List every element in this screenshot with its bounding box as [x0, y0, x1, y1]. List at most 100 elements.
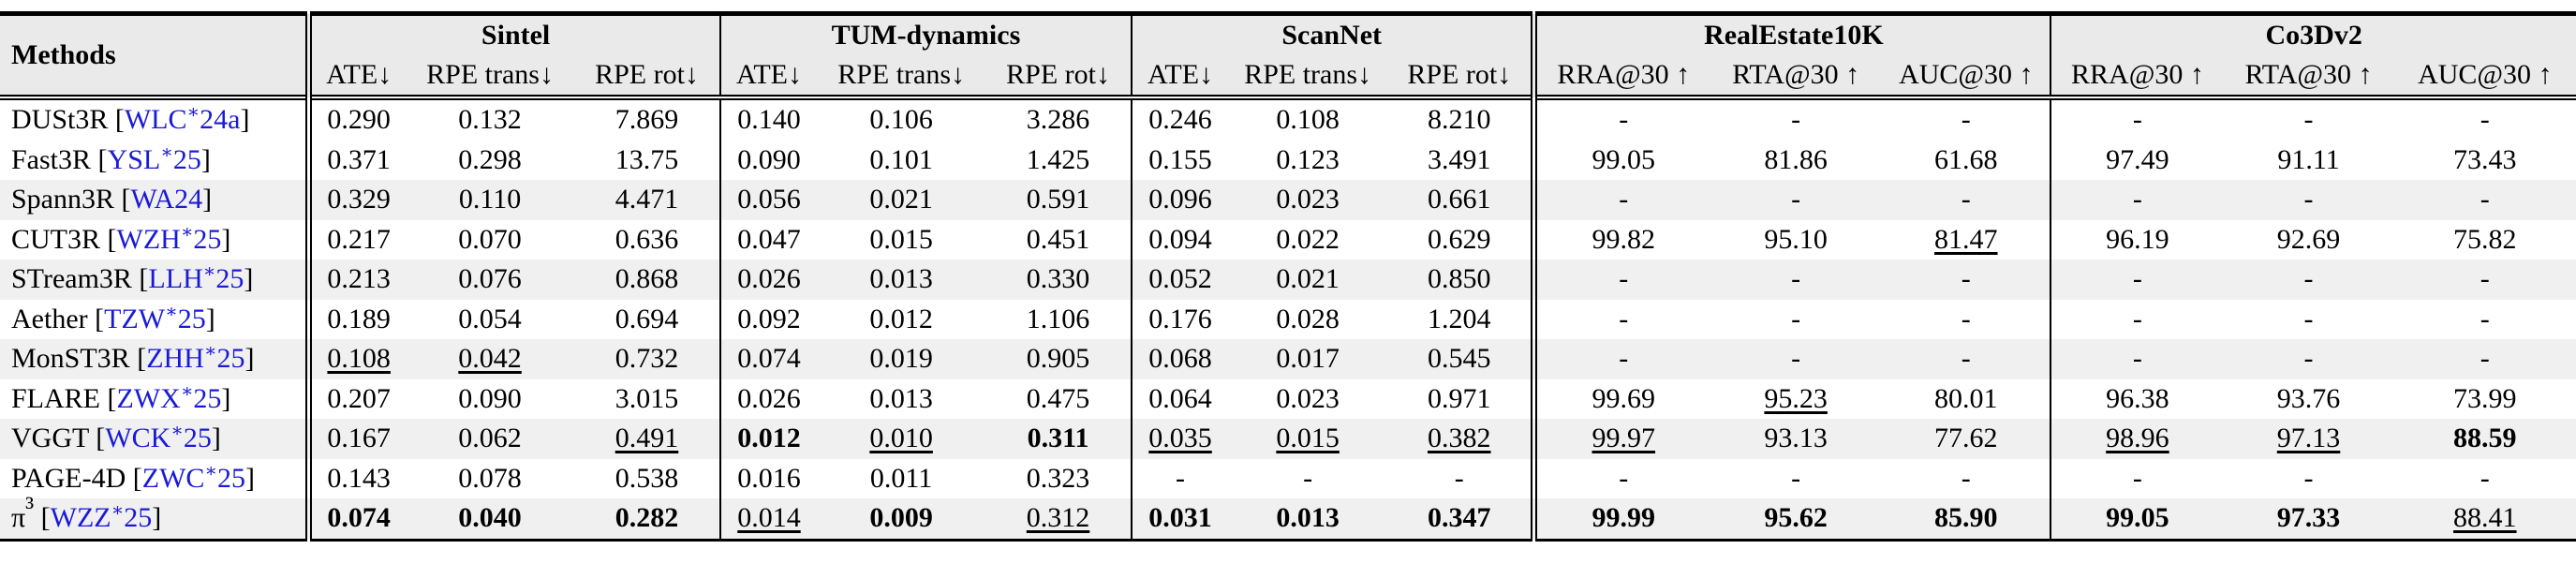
value: 1.425: [1026, 143, 1090, 175]
value-cell: -: [2224, 260, 2394, 300]
method-cell: MonST3R [ZHH∗25]: [0, 339, 309, 379]
value-cell: 0.143: [305, 458, 407, 498]
citation[interactable]: [TZW∗25]: [95, 301, 215, 334]
value: 0.347: [1428, 502, 1491, 534]
citation[interactable]: [WA24]: [121, 184, 213, 215]
value-cell: -: [1531, 299, 1710, 339]
value: 75.82: [2453, 223, 2517, 255]
value-cell: 0.132: [406, 97, 574, 141]
citation[interactable]: [ZWC∗25]: [132, 460, 255, 494]
method-name: STream3R: [11, 263, 132, 295]
value-cell: 0.094: [1130, 219, 1229, 260]
value-cell: -: [1531, 260, 1710, 300]
value: 99.05: [2106, 502, 2169, 534]
table-row: FLARE [ZWX∗25] 0.207 0.090 3.015 0.026 0.013 0…: [0, 378, 2576, 420]
value-cell: 97.49: [2050, 140, 2224, 180]
value-cell: 88.59: [2394, 419, 2576, 459]
value-cell: 0.189: [305, 299, 407, 339]
value-cell: 0.475: [985, 379, 1132, 420]
value: 0.636: [614, 223, 679, 255]
value: 0.110: [458, 184, 522, 215]
citation[interactable]: [ZWX∗25]: [107, 380, 231, 414]
value: 93.13: [1764, 423, 1828, 454]
citation[interactable]: [WCK∗25]: [96, 421, 221, 454]
value-cell: -: [2394, 260, 2576, 300]
citation[interactable]: [LLH∗25]: [139, 261, 254, 295]
value: 0.132: [458, 104, 522, 136]
value-cell: 0.070: [406, 220, 574, 260]
value-cell: 0.298: [406, 141, 574, 181]
value: 0.022: [1276, 223, 1340, 255]
method-name: Fast3R: [11, 143, 92, 175]
value: 85.90: [1934, 502, 1998, 534]
value: -: [1791, 263, 1801, 295]
value: 13.75: [614, 143, 679, 175]
value-cell: 96.19: [2050, 219, 2224, 260]
value-cell: 0.015: [1228, 419, 1387, 459]
value-cell: 99.82: [1531, 219, 1710, 260]
table-row: Spann3R [WA24] 0.329 0.110 4.471 0.056 0.021 0…: [0, 180, 2576, 220]
value-cell: 81.47: [1882, 220, 2050, 260]
value-cell: 0.545: [1387, 339, 1534, 379]
header-row: ATE↓ RPE trans↓ RPE rot↓ ATE↓ RPE trans↓ RPE …: [0, 55, 2576, 100]
value: -: [2132, 462, 2142, 494]
value-cell: -: [1710, 260, 1882, 300]
value-cell: 1.425: [985, 141, 1132, 181]
value: 99.82: [1591, 223, 1656, 255]
value-cell: 0.026: [718, 378, 818, 419]
value: 80.01: [1934, 382, 1998, 414]
value: 0.101: [869, 143, 933, 175]
value-cell: 0.068: [1130, 339, 1229, 379]
value: 99.99: [1591, 502, 1656, 534]
value: -: [1791, 184, 1801, 215]
citation[interactable]: [YSL∗25]: [97, 141, 211, 175]
citation[interactable]: [ZHH∗25]: [137, 341, 255, 375]
value: 95.23: [1764, 382, 1828, 414]
value: 0.850: [1428, 263, 1491, 295]
citation[interactable]: [WZZ∗25]: [40, 500, 162, 534]
value-cell: 0.312: [985, 498, 1132, 542]
table-row: VGGT [WCK∗25] 0.167 0.062 0.491 0.012 0.010 0.…: [0, 419, 2576, 459]
citation[interactable]: [WLC∗24a]: [114, 102, 250, 136]
value: 73.99: [2453, 382, 2517, 414]
value-cell: -: [2224, 97, 2394, 141]
table-row: DUSt3R [WLC∗24a] 0.290 0.132 7.869 0.140 0.10…: [0, 97, 2576, 141]
value-cell: 0.732: [574, 339, 720, 379]
value: 0.023: [1276, 184, 1340, 215]
value: 0.010: [869, 423, 933, 454]
value-cell: 0.213: [305, 260, 407, 300]
value-cell: 81.86: [1710, 141, 1882, 181]
group-header: TUM-dynamics: [718, 11, 1132, 55]
value: -: [1619, 104, 1629, 136]
value-cell: -: [1882, 339, 2050, 379]
value-cell: 0.042: [406, 339, 574, 379]
value: 0.015: [1276, 423, 1340, 454]
value: -: [2480, 303, 2490, 334]
value: 0.078: [458, 462, 522, 494]
value: -: [2303, 462, 2314, 494]
group-header: Co3Dv2: [2050, 11, 2576, 55]
value-cell: 0.101: [817, 141, 985, 181]
value-cell: 0.015: [817, 220, 985, 260]
value-cell: 0.096: [1130, 180, 1229, 220]
value-cell: -: [2394, 459, 2576, 499]
value: -: [1619, 462, 1629, 494]
value: -: [1176, 462, 1186, 494]
value-cell: 99.97: [1531, 419, 1710, 459]
value-cell: 0.011: [817, 459, 985, 499]
value-cell: 0.052: [1130, 260, 1229, 300]
method-name: π³: [11, 492, 35, 534]
value: 0.312: [1026, 502, 1090, 534]
value: 0.017: [1276, 343, 1340, 375]
value-cell: 1.106: [985, 300, 1132, 340]
value: 0.176: [1148, 303, 1212, 334]
value-cell: 97.13: [2224, 419, 2394, 459]
citation[interactable]: [WZH∗25]: [107, 221, 231, 255]
value: 0.021: [869, 184, 933, 215]
value: 95.10: [1764, 223, 1828, 255]
value: -: [2480, 263, 2490, 295]
value-cell: 0.016: [718, 458, 818, 498]
value: 97.33: [2276, 502, 2341, 534]
value: 0.732: [614, 343, 679, 375]
value: 0.382: [1428, 423, 1491, 454]
